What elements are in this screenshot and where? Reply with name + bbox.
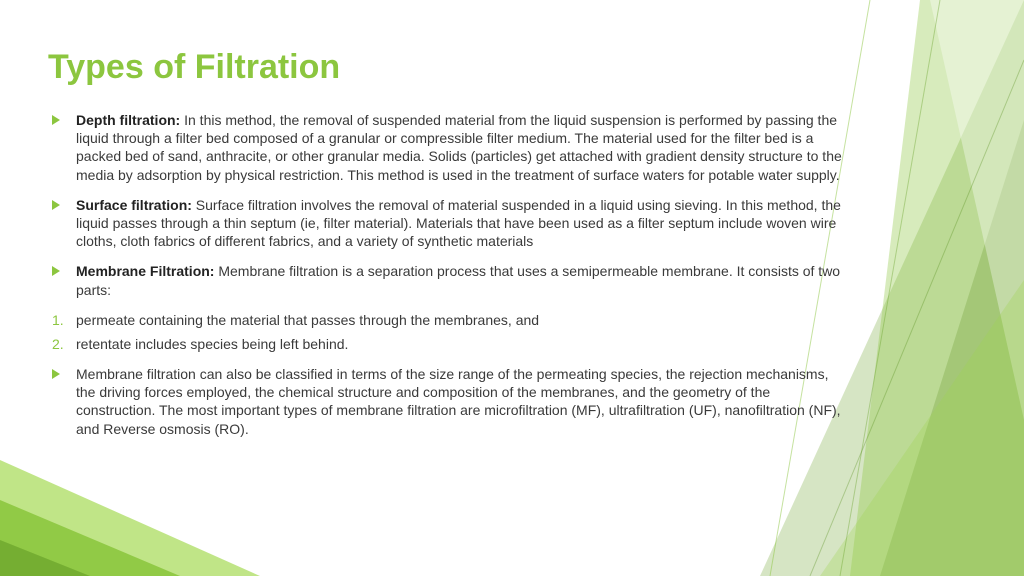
bullet-item: Surface filtration: Surface filtration i… [48, 196, 844, 251]
bullet-item: Membrane filtration can also be classifi… [48, 365, 844, 438]
bullet-list-bottom: Membrane filtration can also be classifi… [48, 365, 844, 438]
bullet-label: Depth filtration: [76, 112, 180, 128]
slide-content: Types of Filtration Depth filtration: In… [0, 0, 900, 474]
bullet-text: Membrane filtration can also be classifi… [76, 366, 841, 437]
bullet-label: Membrane Filtration: [76, 263, 214, 279]
numbered-list: permeate containing the material that pa… [48, 311, 844, 353]
numbered-item: permeate containing the material that pa… [48, 311, 844, 329]
slide-title: Types of Filtration [48, 48, 844, 87]
bullet-text: In this method, the removal of suspended… [76, 112, 842, 183]
bullet-list-top: Depth filtration: In this method, the re… [48, 111, 844, 299]
numbered-item: retentate includes species being left be… [48, 335, 844, 353]
bullet-item: Membrane Filtration: Membrane filtration… [48, 262, 844, 298]
bullet-item: Depth filtration: In this method, the re… [48, 111, 844, 184]
bullet-label: Surface filtration: [76, 197, 192, 213]
